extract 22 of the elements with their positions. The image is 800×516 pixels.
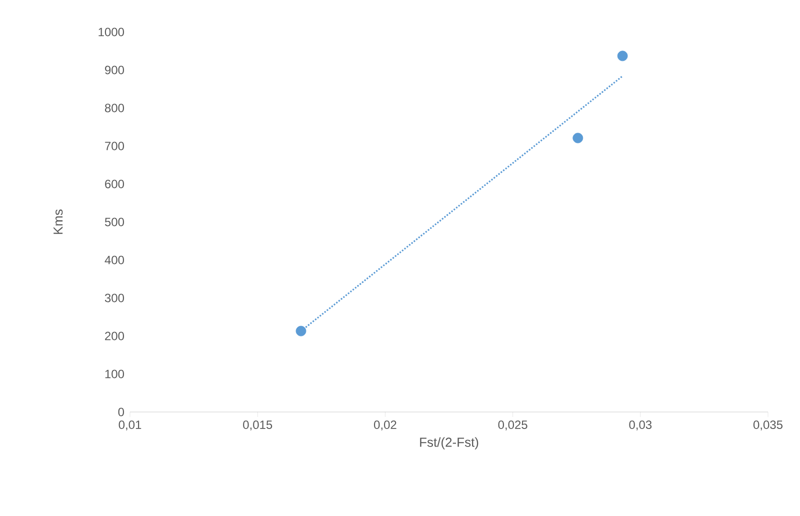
x-tick-label: 0,03 xyxy=(629,420,652,430)
y-axis-title: Kms xyxy=(54,209,63,234)
x-tick-label: 0,035 xyxy=(753,420,782,430)
y-tick-label: 1000 xyxy=(98,28,124,36)
point xyxy=(617,50,628,62)
point xyxy=(572,132,584,144)
y-tick-label: 800 xyxy=(104,104,124,112)
x-tick-label: 0,015 xyxy=(243,420,272,430)
x-tick-label: 0,02 xyxy=(374,420,396,430)
x-tick-label: 0,01 xyxy=(118,420,142,430)
y-tick-label: 700 xyxy=(105,142,124,150)
y-tick-label: 500 xyxy=(104,218,124,226)
y-tick-label: 100 xyxy=(105,370,124,378)
x-axis-title: Fst/(2-Fst) xyxy=(420,437,478,450)
x-tick-label: 0,025 xyxy=(498,420,528,430)
y-tick-label: 600 xyxy=(105,180,124,188)
y-tick-label: 0 xyxy=(118,408,124,416)
y-tick-label: 400 xyxy=(104,256,124,264)
y-tick-label: 900 xyxy=(105,66,124,74)
y-tick-label: 300 xyxy=(104,294,124,302)
y-tick-label: 200 xyxy=(105,332,124,340)
point xyxy=(296,326,306,336)
